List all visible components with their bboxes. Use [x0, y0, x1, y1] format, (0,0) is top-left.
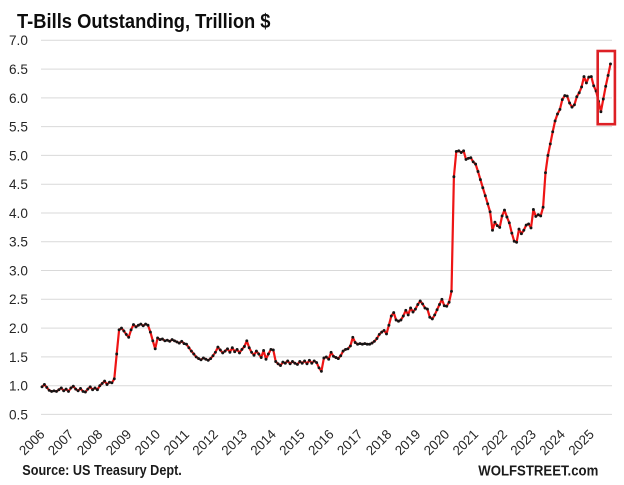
svg-text:3.0: 3.0 — [9, 263, 28, 278]
svg-text:2.0: 2.0 — [9, 321, 28, 336]
svg-text:4.0: 4.0 — [9, 206, 28, 221]
svg-text:6.0: 6.0 — [9, 91, 28, 106]
svg-text:2.5: 2.5 — [9, 292, 28, 307]
svg-text:6.5: 6.5 — [9, 62, 28, 77]
svg-text:1.5: 1.5 — [9, 350, 28, 365]
svg-text:5.5: 5.5 — [9, 120, 28, 135]
svg-text:Source: US Treasury Dept.: Source: US Treasury Dept. — [22, 462, 182, 479]
svg-text:5.0: 5.0 — [9, 148, 28, 163]
svg-text:7.0: 7.0 — [9, 33, 28, 48]
svg-text:3.5: 3.5 — [9, 235, 28, 250]
svg-text:WOLFSTREET.com: WOLFSTREET.com — [478, 464, 598, 480]
svg-text:4.5: 4.5 — [9, 177, 28, 192]
svg-text:T-Bills Outstanding, Trillion: T-Bills Outstanding, Trillion $ — [17, 11, 271, 33]
svg-text:1.0: 1.0 — [9, 379, 28, 394]
svg-text:0.5: 0.5 — [9, 407, 28, 422]
